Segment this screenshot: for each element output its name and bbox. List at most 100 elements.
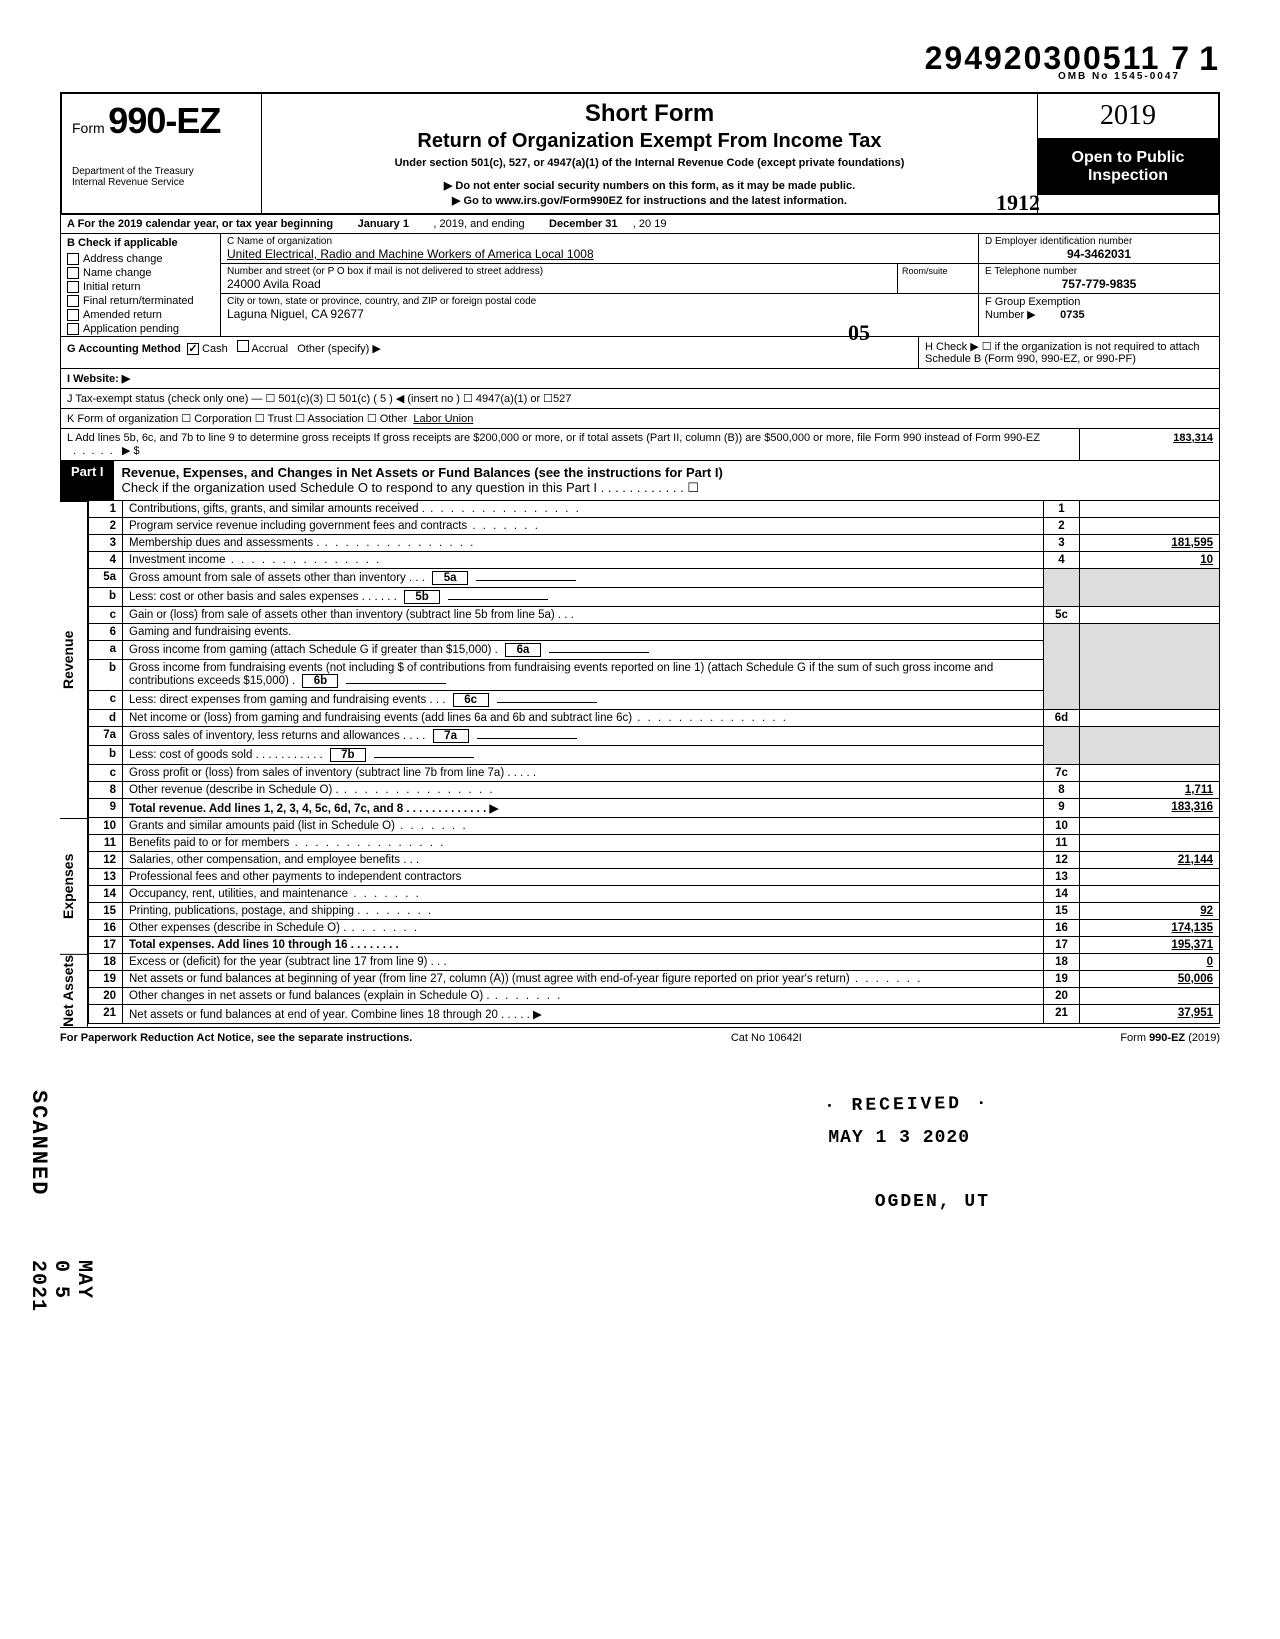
- section-f: F Group Exemption Number ▶ 0735: [979, 294, 1219, 323]
- line-13: 13Professional fees and other payments t…: [89, 869, 1220, 886]
- line-4: 4Investment income410: [89, 552, 1220, 569]
- chk-application-pending[interactable]: Application pending: [61, 322, 220, 336]
- chk-address-change[interactable]: Address change: [61, 252, 220, 266]
- open-to-public-badge: Open to Public Inspection: [1038, 139, 1218, 195]
- phone-label: E Telephone number: [985, 266, 1213, 277]
- line-7c: cGross profit or (loss) from sales of in…: [89, 765, 1220, 782]
- line-10: 10Grants and similar amounts paid (list …: [89, 818, 1220, 835]
- received-stamp: · RECEIVED ·: [824, 1094, 990, 1117]
- line-20: 20Other changes in net assets or fund ba…: [89, 988, 1220, 1005]
- revenue-side-label: Revenue: [60, 501, 88, 818]
- dept-treasury: Department of the Treasury: [72, 166, 251, 177]
- footer-right: Form 990-EZ (2019): [1120, 1032, 1220, 1044]
- org-name-value: United Electrical, Radio and Machine Wor…: [227, 247, 972, 261]
- chk-cash[interactable]: [187, 343, 199, 355]
- line-2: 2Program service revenue including gover…: [89, 518, 1220, 535]
- footer-left: For Paperwork Reduction Act Notice, see …: [60, 1032, 412, 1044]
- section-b-header: B Check if applicable: [61, 234, 220, 252]
- identity-block: B Check if applicable Address change Nam…: [60, 234, 1220, 337]
- dept-irs: Internal Revenue Service: [72, 177, 251, 188]
- chk-final-return[interactable]: Final return/terminated: [61, 294, 220, 308]
- footer-mid: Cat No 10642I: [731, 1032, 802, 1044]
- net-assets-side-label: Net Assets: [60, 954, 88, 1027]
- line-l-text: L Add lines 5b, 6c, and 7b to line 9 to …: [67, 432, 1040, 444]
- row-g-h: G Accounting Method Cash Accrual Other (…: [60, 337, 1220, 369]
- section-e: E Telephone number 757-779-9835: [979, 264, 1219, 294]
- net-assets-section: Net Assets 18Excess or (deficit) for the…: [60, 954, 1220, 1027]
- accounting-method-label: G Accounting Method: [67, 343, 181, 355]
- row-l: L Add lines 5b, 6c, and 7b to line 9 to …: [60, 429, 1220, 461]
- street-row: Number and street (or P O box if mail is…: [221, 264, 978, 294]
- ogden-stamp: OGDEN, UT: [875, 1192, 990, 1212]
- section-g: G Accounting Method Cash Accrual Other (…: [61, 337, 919, 368]
- tax-exempt-status: J Tax-exempt status (check only one) — ☐…: [61, 389, 1219, 408]
- line-15: 15Printing, publications, postage, and s…: [89, 903, 1220, 920]
- group-exemption-label2: Number ▶: [985, 309, 1036, 321]
- line-5a: 5aGross amount from sale of assets other…: [89, 569, 1220, 588]
- received-date-stamp: MAY 1 3 2020: [828, 1128, 970, 1148]
- line-9: 9Total revenue. Add lines 1, 2, 3, 4, 5c…: [89, 799, 1220, 818]
- section-b: B Check if applicable Address change Nam…: [61, 234, 221, 336]
- line-14: 14Occupancy, rent, utilities, and mainte…: [89, 886, 1220, 903]
- line-17: 17Total expenses. Add lines 10 through 1…: [89, 937, 1220, 954]
- city-value: Laguna Niguel, CA 92677: [227, 307, 972, 321]
- phone-value: 757-779-9835: [985, 277, 1213, 291]
- tax-year: 2019: [1038, 94, 1218, 139]
- line-7a: 7aGross sales of inventory, less returns…: [89, 727, 1220, 746]
- form-prefix: Form: [72, 120, 105, 136]
- part-1-header-row: Part I Revenue, Expenses, and Changes in…: [60, 461, 1220, 501]
- room-suite-label: Room/suite: [898, 264, 978, 293]
- revenue-table: 1Contributions, gifts, grants, and simil…: [88, 501, 1220, 818]
- open-public-line2: Inspection: [1042, 167, 1214, 185]
- chk-amended-return[interactable]: Amended return: [61, 308, 220, 322]
- ein-value: 94-3462031: [985, 247, 1213, 261]
- chk-accrual[interactable]: [237, 340, 249, 352]
- chk-name-change[interactable]: Name change: [61, 266, 220, 280]
- row-a-tail: , 20 19: [633, 218, 667, 230]
- expenses-side-label: Expenses: [60, 818, 88, 954]
- row-a-label: A For the 2019 calendar year, or tax yea…: [67, 218, 333, 230]
- line-21: 21Net assets or fund balances at end of …: [89, 1005, 1220, 1024]
- street-label: Number and street (or P O box if mail is…: [227, 266, 891, 277]
- line-1: 1Contributions, gifts, grants, and simil…: [89, 501, 1220, 518]
- org-name-label: C Name of organization: [227, 236, 972, 247]
- net-assets-table: 18Excess or (deficit) for the year (subt…: [88, 954, 1220, 1024]
- line-8: 8Other revenue (describe in Schedule O) …: [89, 782, 1220, 799]
- open-public-line1: Open to Public: [1042, 149, 1214, 167]
- line-5c: cGain or (loss) from sale of assets othe…: [89, 607, 1220, 624]
- line-18: 18Excess or (deficit) for the year (subt…: [89, 954, 1220, 971]
- section-c: C Name of organization United Electrical…: [221, 234, 979, 336]
- page-number-badge: 1: [1199, 40, 1220, 79]
- line-16: 16Other expenses (describe in Schedule O…: [89, 920, 1220, 937]
- line-l-amount: 183,314: [1079, 429, 1219, 460]
- line-11: 11Benefits paid to or for members11: [89, 835, 1220, 852]
- line-6: 6Gaming and fundraising events.: [89, 624, 1220, 641]
- line-l-arrow: ▶ $: [122, 445, 140, 457]
- group-exemption-value: 0735: [1060, 309, 1084, 321]
- page-footer: For Paperwork Reduction Act Notice, see …: [60, 1027, 1220, 1048]
- scanned-stamp: SCANNED: [26, 1090, 51, 1196]
- org-name-row: C Name of organization United Electrical…: [221, 234, 978, 264]
- accounting-other-label: Other (specify) ▶: [297, 343, 381, 355]
- form-990ez-page: 294920300511 7 1 OMB No 1545-0047 Form 9…: [0, 0, 1280, 1088]
- group-exemption-label: F Group Exemption: [985, 296, 1080, 308]
- city-row: City or town, state or province, country…: [221, 294, 978, 323]
- line-19: 19Net assets or fund balances at beginni…: [89, 971, 1220, 988]
- chk-initial-return[interactable]: Initial return: [61, 280, 220, 294]
- form-of-org-label: K Form of organization ☐ Corporation ☐ T…: [67, 413, 407, 425]
- expenses-table: 10Grants and similar amounts paid (list …: [88, 818, 1220, 954]
- tax-year-end: December 31: [549, 218, 618, 230]
- instructions-link: ▶ Go to www.irs.gov/Form990EZ for instru…: [272, 194, 1027, 207]
- under-section-note: Under section 501(c), 527, or 4947(a)(1)…: [272, 157, 1027, 169]
- row-j: J Tax-exempt status (check only one) — ☐…: [60, 389, 1220, 409]
- form-header: Form 990-EZ Department of the Treasury I…: [60, 92, 1220, 215]
- line-12: 12Salaries, other compensation, and empl…: [89, 852, 1220, 869]
- ein-label: D Employer identification number: [985, 236, 1213, 247]
- return-title: Return of Organization Exempt From Incom…: [272, 130, 1027, 153]
- receipt-number: 294920300511 7 1 OMB No 1545-0047: [60, 40, 1220, 88]
- revenue-section: Revenue 1Contributions, gifts, grants, a…: [60, 501, 1220, 818]
- form-number: 990-EZ: [108, 100, 220, 141]
- ssn-warning: ▶ Do not enter social security numbers o…: [272, 179, 1027, 192]
- omb-number: OMB No 1545-0047: [60, 71, 1180, 82]
- scan-date-stamp: MAY 0 5 2021: [26, 1260, 95, 1312]
